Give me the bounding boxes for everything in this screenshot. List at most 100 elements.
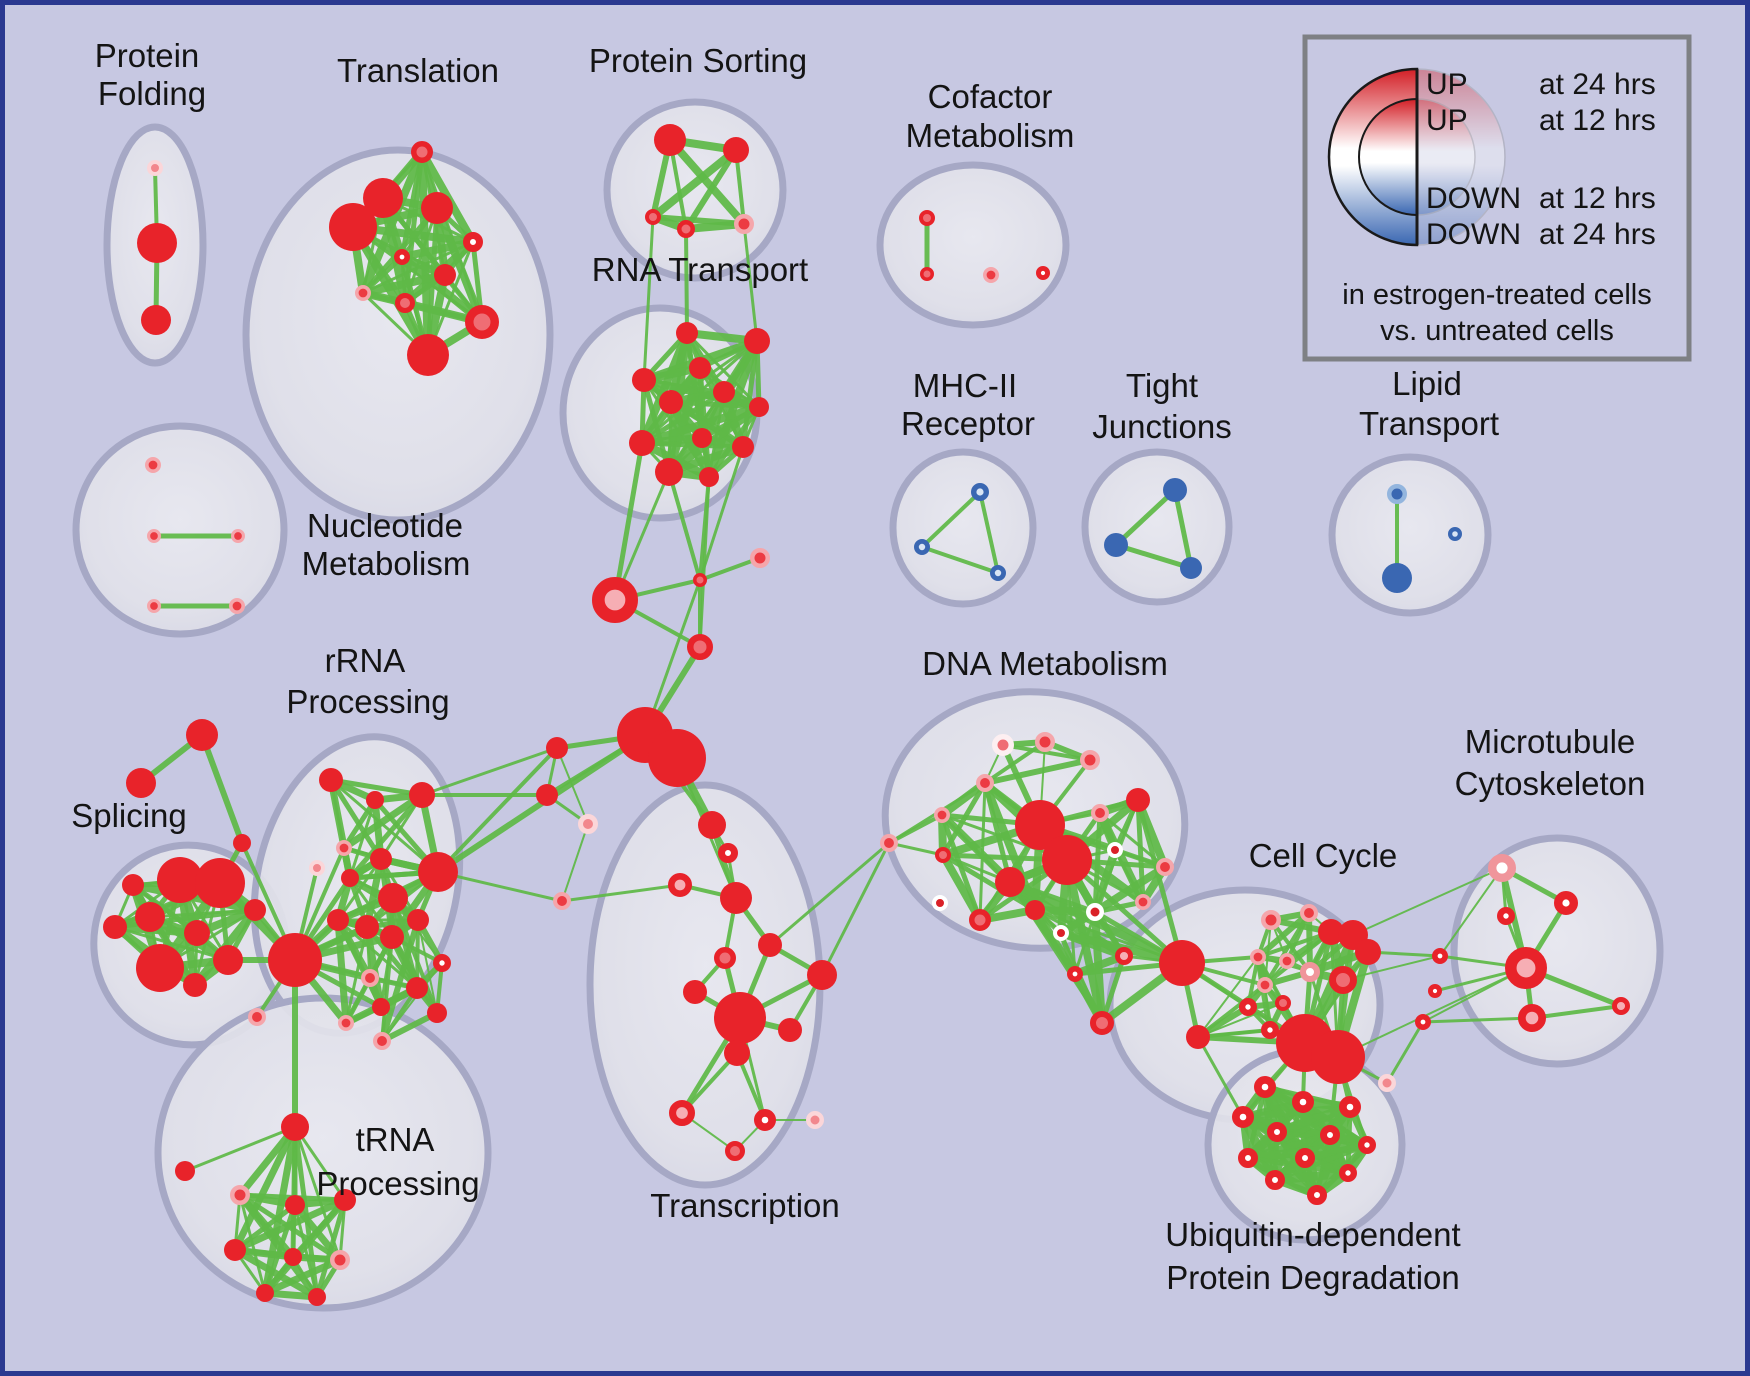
node-tn3 (285, 1195, 305, 1215)
cluster-label-transcription: Transcription (650, 1187, 840, 1224)
node-ch8 (578, 814, 598, 834)
cluster-label-protein-folding: Protein (95, 37, 200, 74)
cluster-label-mhc-ii-receptor: MHC-II (913, 367, 1017, 404)
cluster-bubble-tight-junctions (1081, 448, 1233, 606)
node-tx3 (720, 882, 752, 914)
node-rr11 (380, 925, 404, 949)
node-rr17 (406, 977, 428, 999)
edge (939, 851, 984, 924)
node-rr13 (268, 933, 322, 987)
node-tn5 (224, 1239, 246, 1261)
node-rr18 (427, 1003, 447, 1023)
edge (642, 215, 655, 382)
node-ft2 (233, 834, 251, 852)
node-rr7 (418, 852, 458, 892)
cluster-label-mhc-ii-receptor: Receptor (901, 405, 1035, 442)
node-dm9 (1126, 788, 1150, 812)
node-tj0 (1163, 478, 1187, 502)
edge (1342, 955, 1441, 981)
node-dm20 (1114, 946, 1133, 965)
node-pf0 (147, 160, 163, 176)
cluster-label-rna-transport: RNA Transport (592, 251, 808, 288)
node-nu0 (145, 456, 162, 473)
node-dm15 (1025, 900, 1045, 920)
legend-time-label: at 12 hrs (1539, 182, 1656, 215)
node-cc2 (1250, 948, 1267, 965)
node-rt2 (632, 368, 656, 392)
node-tn0 (281, 1113, 309, 1141)
cluster-bubble-cofactor-metabolism (876, 161, 1070, 329)
node-cc6 (1355, 939, 1381, 965)
edge (1113, 848, 1145, 904)
node-dm23 (1159, 940, 1205, 986)
node-tx2 (667, 872, 692, 897)
node-tx13 (806, 1111, 824, 1129)
node-rt4 (659, 390, 683, 414)
node-tj1 (1104, 533, 1128, 557)
node-mh1 (914, 539, 931, 556)
node-nu3 (146, 599, 161, 614)
node-sp2 (135, 902, 165, 932)
edge (131, 883, 230, 962)
node-cf3 (1035, 266, 1050, 281)
node-tx4 (714, 947, 736, 969)
node-mh0 (971, 483, 990, 502)
cluster-label-microtubule-cytoskeleton: Cytoskeleton (1455, 765, 1646, 802)
node-sp4 (184, 920, 210, 946)
node-rr19 (337, 1014, 354, 1031)
edge (360, 254, 405, 296)
node-tr10 (407, 334, 449, 376)
node-pf1 (137, 223, 177, 263)
node-cc12 (1261, 1021, 1280, 1040)
cluster-label-cofactor-metabolism: Metabolism (906, 117, 1075, 154)
node-rr10 (355, 915, 379, 939)
edge (433, 204, 486, 326)
node-dm2 (1080, 750, 1100, 770)
node-rt11 (699, 467, 719, 487)
node-tn9 (308, 1288, 326, 1306)
edge (347, 792, 425, 881)
node-ps4 (734, 214, 754, 234)
edge (680, 1051, 739, 1115)
node-tr7 (354, 284, 371, 301)
node-dm18 (1135, 893, 1152, 910)
node-dm17 (1156, 858, 1175, 877)
edge (231, 1196, 349, 1254)
node-ps0 (654, 124, 686, 156)
node-ch3 (687, 634, 713, 660)
legend-time-label: at 24 hrs (1539, 218, 1656, 251)
node-ch1 (750, 548, 770, 568)
edge (380, 935, 394, 1043)
node-sp7 (183, 973, 207, 997)
node-rr6 (370, 848, 392, 870)
node-tr2 (421, 192, 453, 224)
node-tr0 (411, 141, 433, 163)
node-ub6 (1358, 1136, 1377, 1155)
node-ub11 (1307, 1185, 1327, 1205)
node-tr5 (393, 249, 410, 266)
node-tn7 (330, 1250, 350, 1270)
legend-caption: in estrogen-treated cells (1342, 279, 1652, 311)
node-dm3 (976, 774, 995, 793)
node-tx8 (807, 960, 837, 990)
node-dm1 (1035, 732, 1055, 752)
node-sp8 (244, 899, 266, 921)
node-cc11 (1275, 995, 1291, 1011)
edge (231, 1123, 299, 1254)
node-cc4 (1318, 919, 1344, 945)
edge (1197, 1002, 1284, 1038)
cluster-label-splicing: Splicing (71, 797, 187, 834)
edge (1196, 1028, 1272, 1039)
node-li1 (1447, 526, 1462, 541)
node-rt3 (689, 357, 711, 379)
legend-time-label: at 24 hrs (1539, 68, 1656, 101)
edge (1135, 797, 1185, 966)
edge (684, 227, 689, 335)
edge (199, 732, 245, 846)
node-ub0 (1291, 1090, 1314, 1113)
cluster-label-microtubule-cytoskeleton: Microtubule (1465, 723, 1636, 760)
node-sp6 (213, 945, 243, 975)
cluster-label-rrna-processing: Processing (286, 683, 449, 720)
edge (359, 271, 449, 297)
